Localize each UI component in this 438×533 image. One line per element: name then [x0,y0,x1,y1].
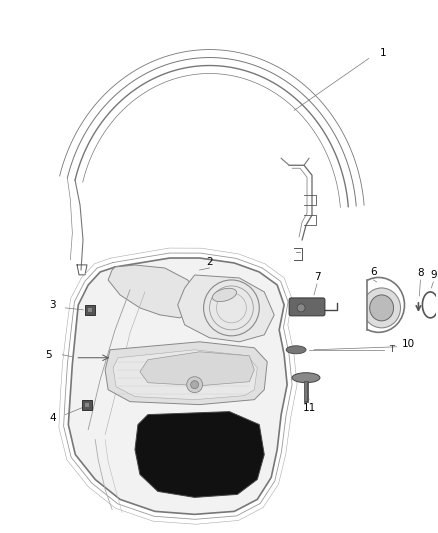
Text: 3: 3 [49,300,56,310]
Text: 2: 2 [206,257,213,267]
FancyBboxPatch shape [289,298,325,316]
Ellipse shape [292,373,320,383]
FancyBboxPatch shape [82,400,92,410]
Ellipse shape [286,346,306,354]
Circle shape [297,304,305,312]
Text: 11: 11 [302,402,316,413]
Text: 5: 5 [45,350,52,360]
Text: 8: 8 [417,268,424,278]
Circle shape [191,381,198,389]
Text: 9: 9 [430,270,437,280]
Text: T: T [389,345,394,354]
Bar [349,273,367,337]
Text: 4: 4 [49,413,56,423]
Ellipse shape [212,288,237,302]
Ellipse shape [370,295,394,321]
Polygon shape [140,352,254,386]
Polygon shape [135,411,264,497]
Ellipse shape [363,288,400,328]
Text: 10: 10 [402,339,415,349]
Text: 7: 7 [314,272,320,282]
Circle shape [187,377,203,393]
Polygon shape [178,275,274,342]
Polygon shape [68,258,287,514]
Polygon shape [108,265,200,318]
Polygon shape [113,350,257,400]
FancyBboxPatch shape [88,308,92,312]
Text: 6: 6 [371,267,377,277]
FancyBboxPatch shape [85,402,89,407]
Polygon shape [105,342,267,405]
Text: 1: 1 [380,47,387,58]
FancyBboxPatch shape [85,305,95,315]
